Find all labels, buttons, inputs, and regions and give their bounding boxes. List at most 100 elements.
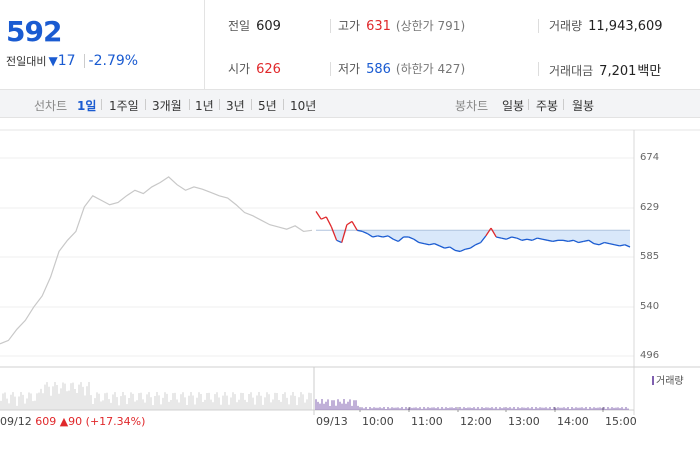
tab-monthly[interactable]: 월봉 (572, 99, 595, 113)
divider (251, 99, 252, 110)
low-cell: 저가 586 (하한가 427) (338, 60, 465, 77)
down-triangle-icon: ▼ (48, 54, 58, 68)
divider (189, 99, 190, 110)
prev-day-date: 09/12 (0, 415, 32, 428)
divider (101, 99, 102, 110)
change-percent: -2.79% (88, 53, 139, 69)
series-segment (583, 239, 589, 243)
series-segment (346, 220, 353, 226)
series-segment (485, 227, 492, 237)
series-segment (562, 239, 569, 243)
series-segment (609, 243, 615, 246)
series-segment (367, 233, 373, 238)
tab-1d[interactable]: 1일 (77, 99, 97, 113)
series-segment (459, 248, 466, 253)
series-segment (429, 243, 435, 246)
prev-close-label: 전일 (228, 19, 251, 33)
series-segment (454, 249, 461, 253)
open-value: 626 (256, 62, 281, 77)
series-segment (377, 235, 384, 238)
legend-swatch (652, 376, 654, 385)
series-segment (547, 239, 553, 243)
open-cell: 시가 626 (228, 60, 281, 77)
amount-value: 7,201 (599, 64, 637, 79)
series-segment (439, 245, 445, 249)
series-segment (320, 216, 327, 220)
series-segment (496, 236, 502, 239)
change-summary: 전일대비 ▼ 17 -2.79% (6, 53, 138, 69)
series-segment (506, 236, 512, 240)
series-segment (593, 243, 600, 246)
series-segment (418, 241, 425, 245)
series-segment (578, 240, 584, 244)
divider (538, 62, 539, 76)
tab-3y[interactable]: 3년 (226, 99, 245, 113)
open-label: 시가 (228, 62, 251, 76)
volume-legend-label: 거래량 (656, 376, 684, 387)
amount-unit: 백만 (637, 64, 662, 79)
tab-1w[interactable]: 1주일 (109, 99, 139, 113)
y-tick: 585 (640, 251, 660, 262)
volume-label: 거래량 (549, 19, 583, 33)
series-segment (511, 236, 517, 239)
series-segment (624, 244, 631, 248)
divider (563, 99, 564, 110)
tab-weekly[interactable]: 주봉 (536, 99, 559, 113)
high-value: 631 (366, 19, 391, 34)
series-segment (325, 216, 333, 228)
current-price-box: 592 전일대비 ▼ 17 -2.79% (0, 0, 205, 90)
low-label: 저가 (338, 62, 361, 76)
prev-close-value: 609 (256, 19, 281, 34)
series-segment (465, 247, 471, 250)
series-segment (537, 237, 543, 240)
series-segment (397, 236, 404, 242)
upper-limit: (상한가 791) (395, 19, 466, 33)
series-segment (392, 238, 399, 243)
amount-label: 거래대금 (549, 64, 594, 78)
series-segment (413, 238, 420, 244)
tab-daily[interactable]: 일봉 (502, 99, 525, 113)
below-reference-fill (316, 230, 630, 252)
high-cell: 고가 631 (상한가 791) (338, 17, 465, 34)
tab-3m[interactable]: 3개월 (152, 99, 182, 113)
series-segment (501, 237, 507, 240)
prev-day-change: 609 ▲90 (+17.34%) (35, 415, 146, 428)
current-price: 592 (6, 15, 62, 48)
series-segment (423, 243, 430, 246)
series-segment (434, 243, 440, 247)
series-segment (382, 235, 389, 238)
series-segment (408, 236, 415, 240)
x-tick: 14:00 (557, 415, 589, 428)
y-tick: 496 (640, 350, 660, 361)
x-tick: 11:00 (411, 415, 443, 428)
volume-legend: 거래량 (652, 372, 684, 387)
prev-close-cell: 전일 609 (228, 17, 281, 34)
y-tick: 540 (640, 301, 660, 312)
series-segment (357, 229, 363, 233)
tab-5y[interactable]: 5년 (258, 99, 277, 113)
series-segment (351, 221, 358, 231)
tab-10y[interactable]: 10년 (290, 99, 317, 113)
series-segment (330, 226, 338, 241)
series-segment (568, 239, 574, 243)
series-segment (588, 239, 595, 245)
tab-1y[interactable]: 1년 (195, 99, 214, 113)
x-tick-date: 09/13 (316, 415, 348, 428)
divider (283, 99, 284, 110)
series-segment (516, 237, 523, 241)
series-segment (475, 241, 481, 246)
series-segment (542, 238, 548, 241)
x-tick: 13:00 (508, 415, 540, 428)
candle-chart-label: 봉차트 (455, 99, 489, 113)
divider (219, 99, 220, 110)
series-segment (614, 244, 620, 247)
series-segment (362, 230, 368, 235)
price-chart[interactable]: 674 629 585 540 496 거래량 09/12 609 ▲90 (+… (0, 118, 700, 450)
series-segment (604, 241, 610, 245)
divider (330, 62, 331, 76)
chart-canvas (0, 129, 700, 415)
volume-cell: 거래량 11,943,609 (549, 17, 663, 34)
y-tick: 629 (640, 202, 660, 213)
divider (538, 19, 539, 33)
series-segment (531, 237, 538, 241)
